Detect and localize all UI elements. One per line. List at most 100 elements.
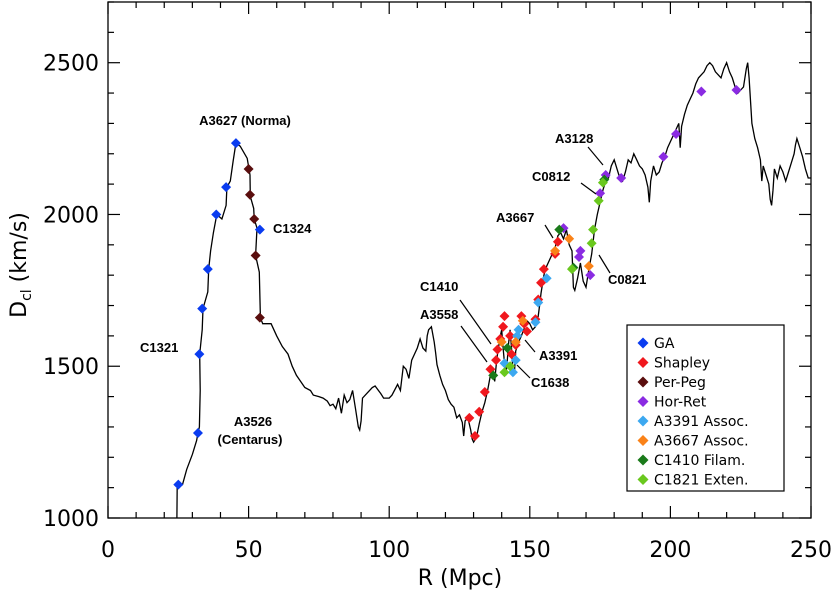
cluster-markers (173, 85, 742, 490)
pointer-a3667 (544, 224, 554, 239)
annotation-a3558: A3558 (420, 307, 458, 322)
legend-label-a3667-assoc: A3667 Assoc. (654, 434, 749, 450)
pointer-c0821 (598, 254, 611, 274)
annotation-a3526: A3526 (234, 414, 272, 429)
marker-ga (192, 428, 203, 439)
legend-label-c1821-exten: C1821 Exten. (654, 473, 748, 489)
marker-shapley (464, 412, 475, 423)
x-tick-label: 150 (509, 538, 551, 563)
annotation-a3667: A3667 (496, 210, 534, 225)
legend-label-shapley: Shapley (654, 356, 710, 372)
marker-per-peg (249, 214, 260, 225)
marker-ga (254, 224, 265, 235)
pointer-a3558 (460, 325, 488, 363)
marker-shapley (499, 311, 510, 322)
marker-a3667-assoc (583, 261, 594, 272)
marker-a3391-assoc (510, 355, 521, 366)
annotation-c1638: C1638 (531, 375, 569, 390)
marker-c1821-exten (499, 367, 510, 378)
marker-shapley (492, 344, 503, 355)
marker-a3391-assoc (530, 317, 541, 328)
marker-shapley (498, 321, 509, 332)
legend: GA Shapley Per-Peg Hor-Ret A3391 Assoc. A3667… (626, 324, 785, 492)
y-axis-title: Dcl (km/s) (7, 212, 35, 318)
marker-hor-ret (616, 173, 627, 184)
legend-marker-a3667-assoc (637, 435, 649, 446)
legend-marker-shapley (637, 357, 649, 368)
marker-c1821-exten (586, 238, 597, 249)
annotation-c0821: C0821 (608, 272, 646, 287)
annotation-c1324: C1324 (273, 221, 312, 236)
marker-per-peg (250, 250, 261, 261)
legend-marker-ga (637, 337, 649, 349)
marker-per-peg (254, 312, 265, 323)
marker-ga (194, 349, 205, 360)
marker-ga (197, 303, 208, 314)
legend-marker-per-peg (637, 376, 649, 388)
marker-ga (211, 209, 222, 220)
marker-c1821-exten (566, 264, 577, 275)
marker-c1410-filam (554, 224, 565, 235)
marker-shapley (538, 264, 549, 275)
marker-a3391-assoc (533, 297, 544, 308)
marker-c1821-exten (593, 195, 604, 206)
marker-a3667-assoc (496, 336, 507, 347)
marker-per-peg (243, 163, 254, 174)
marker-shapley (536, 277, 547, 288)
marker-hor-ret (595, 188, 606, 199)
cluster-annotations: A3627 (Norma) C1324 C1321 A3526 (Centaru… (140, 113, 646, 447)
svg-text:Dcl (km/s): Dcl (km/s) (7, 212, 35, 318)
annotation-a3391: A3391 (539, 348, 577, 363)
legend-label-hor-ret: Hor-Ret (654, 395, 707, 411)
pointer-c1410 (459, 299, 492, 345)
marker-ga (230, 138, 241, 149)
marker-ga (173, 479, 184, 490)
pointer-c1638 (516, 364, 531, 379)
marker-ga (202, 264, 213, 275)
marker-hor-ret (731, 85, 742, 96)
marker-hor-ret (658, 151, 669, 162)
legend-label-c1410-filam: C1410 Filam. (654, 453, 745, 469)
marker-shapley (506, 349, 517, 360)
marker-c1821-exten (588, 224, 599, 235)
marker-shapley (521, 326, 532, 337)
x-tick-label: 200 (649, 538, 691, 563)
x-tick-labels: 0 50 100 150 200 250 (101, 538, 831, 563)
x-tick-label: 50 (235, 538, 263, 563)
marker-hor-ret (575, 245, 586, 256)
plot-frame (107, 1, 812, 519)
annotation-a3627: A3627 (Norma) (199, 113, 291, 128)
marker-a3667-assoc (550, 245, 561, 256)
marker-c1821-exten (505, 361, 516, 372)
pointer-a3391 (524, 339, 536, 353)
legend-label-ga: GA (654, 336, 675, 352)
y-tick-label: 2500 (43, 52, 99, 77)
marker-a3667-assoc (564, 233, 575, 244)
y-tick-label: 2000 (43, 203, 99, 228)
marker-shapley (479, 387, 490, 398)
y-axis-title-main: D (7, 301, 32, 318)
y-tick-label: 1500 (43, 355, 99, 380)
marker-c1821-exten (597, 177, 608, 188)
pointer-a3128 (587, 146, 604, 166)
y-axis-title-sub: cl (19, 289, 35, 301)
legend-marker-a3391-assoc (637, 415, 649, 427)
marker-hor-ret (671, 129, 682, 140)
marker-shapley (505, 330, 516, 341)
marker-hor-ret (696, 86, 707, 97)
y-axis-title-unit: (km/s) (7, 212, 32, 289)
annotation-pointers (459, 146, 611, 379)
legend-label-per-peg: Per-Peg (654, 375, 706, 391)
marker-hor-ret (585, 270, 596, 281)
marker-per-peg (245, 189, 256, 200)
tick-marks (107, 1, 812, 519)
marker-a3391-assoc (541, 273, 552, 284)
marker-a3391-assoc (513, 324, 524, 335)
annotation-centarus: (Centarus) (217, 432, 282, 447)
legend-marker-c1821-exten (637, 474, 649, 485)
annotation-a3128: A3128 (555, 131, 593, 146)
marker-c1410-filam (502, 343, 513, 354)
annotation-c0812: C0812 (532, 169, 570, 184)
annotation-c1321: C1321 (140, 340, 178, 355)
